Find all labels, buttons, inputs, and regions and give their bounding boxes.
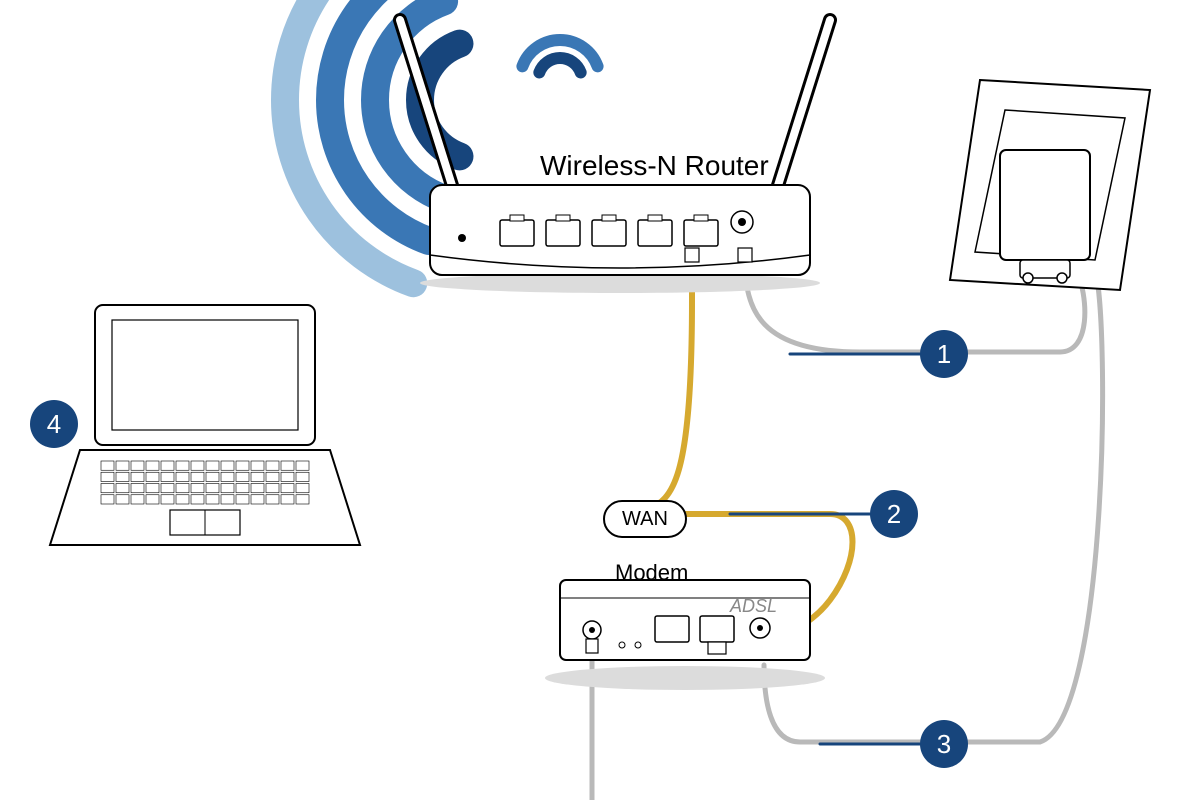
step-badge-2: 2 (870, 490, 918, 538)
router-ethernet-port (546, 220, 580, 246)
wan-label-text: WAN (622, 508, 668, 531)
wan-label-pill: WAN (603, 500, 687, 538)
router-ethernet-port (592, 220, 626, 246)
step-badge-3: 3 (920, 720, 968, 768)
cable-wan_router_to_pill (648, 258, 692, 510)
modem-ethernet-port (655, 616, 689, 642)
diagram-stage: Wireless-N Router Modem ADSL WAN 1 2 3 4 (0, 0, 1200, 800)
modem-label: Modem (615, 560, 688, 586)
step-badge-4: 4 (30, 400, 78, 448)
router-label: Wireless-N Router (540, 150, 769, 182)
router-ethernet-port (500, 220, 534, 246)
power-adapter (1000, 150, 1090, 260)
diagram-svg (0, 0, 1200, 800)
router-ethernet-port (638, 220, 672, 246)
wifi-arc-small-icon (539, 58, 580, 72)
step-badge-1: 1 (920, 330, 968, 378)
adsl-label: ADSL (730, 596, 777, 617)
router-ethernet-port (684, 220, 718, 246)
router-reset-hole (458, 234, 466, 242)
modem-ethernet-port (700, 616, 734, 642)
